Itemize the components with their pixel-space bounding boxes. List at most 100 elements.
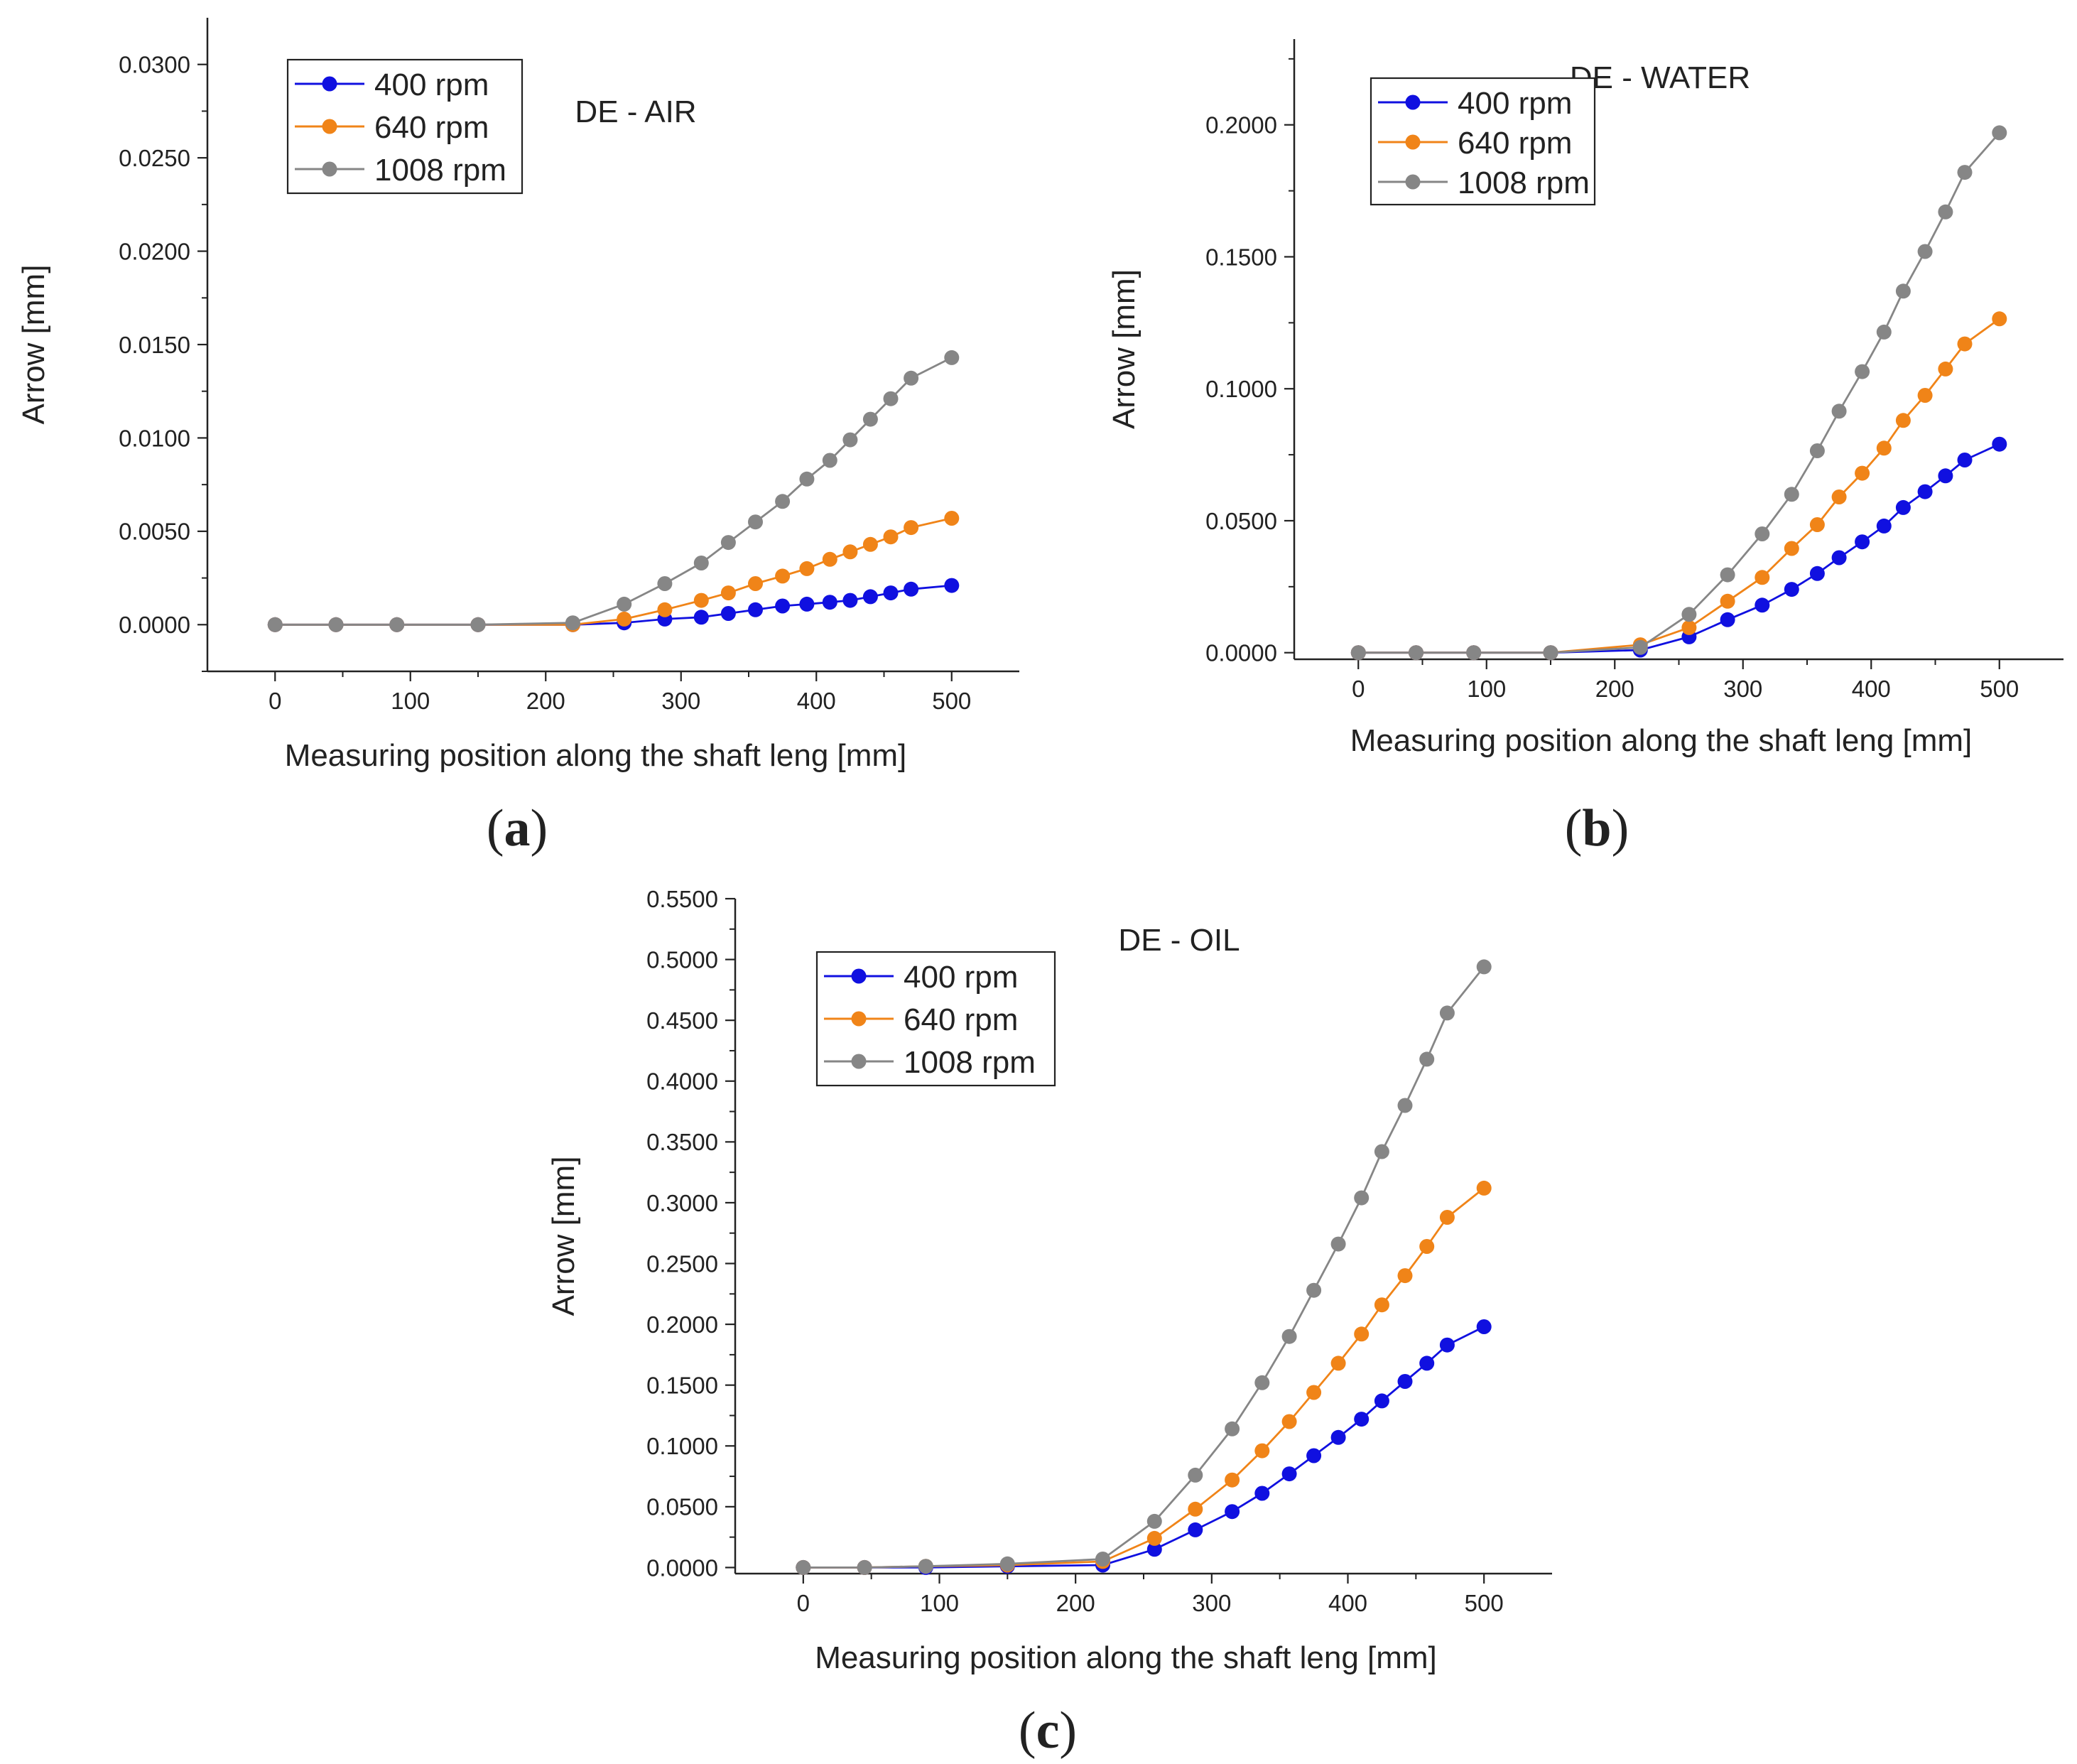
data-point — [720, 535, 736, 551]
data-point — [883, 391, 899, 406]
data-point — [1755, 570, 1770, 585]
y-tick-label: 0.2000 — [1205, 112, 1277, 139]
x-tick-label: 200 — [1056, 1590, 1095, 1616]
data-point — [1543, 645, 1558, 661]
data-point — [1466, 645, 1482, 661]
data-point — [1419, 1051, 1435, 1067]
data-point — [822, 595, 837, 610]
data-point — [1632, 639, 1648, 655]
data-point — [1938, 204, 1953, 220]
data-point — [944, 350, 960, 365]
data-point — [1809, 566, 1825, 581]
data-point — [1957, 165, 1973, 180]
data-point — [720, 585, 736, 601]
data-point — [1476, 1319, 1492, 1334]
legend-marker — [851, 1054, 867, 1069]
chart-title: DE - OIL — [1118, 923, 1240, 958]
data-point — [1374, 1297, 1389, 1313]
data-point — [1374, 1144, 1389, 1159]
data-point — [1225, 1504, 1240, 1520]
panel-a-chart: 0.0000 0.0050 0.0100 0.0150 0.0200 0.0250 0.03… — [16, 18, 1019, 857]
data-point — [693, 610, 709, 625]
legend-entry: 400 rpm — [374, 67, 489, 102]
data-point — [904, 520, 919, 536]
data-point — [1895, 283, 1911, 299]
data-point — [1831, 404, 1847, 419]
y-axis-label: Arrow [mm] — [546, 1157, 581, 1316]
data-point — [267, 617, 283, 632]
data-point — [1855, 534, 1870, 550]
legend-marker — [851, 968, 867, 984]
data-point — [657, 576, 673, 591]
data-point — [1188, 1467, 1203, 1483]
data-point — [842, 592, 858, 608]
series-line — [803, 1187, 1485, 1569]
legend-marker — [1405, 174, 1421, 190]
data-point — [1992, 311, 2007, 327]
panel-label: (a) — [487, 799, 548, 857]
data-point — [1809, 443, 1825, 458]
data-point — [1855, 465, 1870, 481]
y-axis-label: Arrow [mm] — [16, 265, 51, 425]
data-point — [1681, 619, 1697, 635]
x-tick-label: 400 — [1328, 1590, 1367, 1616]
data-point — [1281, 1329, 1297, 1344]
data-point — [1720, 593, 1735, 609]
data-point — [857, 1559, 872, 1575]
data-point — [1831, 489, 1847, 504]
y-tick-label: 0.0500 — [1205, 508, 1277, 534]
y-tick-label: 0.0500 — [646, 1494, 718, 1520]
data-point — [883, 585, 899, 601]
data-point — [1225, 1472, 1240, 1488]
data-point — [1476, 1180, 1492, 1196]
x-tick-label: 0 — [1352, 676, 1365, 702]
data-point — [1784, 541, 1799, 556]
y-tick-label: 0.0100 — [119, 425, 190, 451]
data-point — [720, 606, 736, 621]
data-point — [657, 602, 673, 617]
x-axis-label: Measuring position along the shaft leng … — [815, 1640, 1437, 1675]
data-point — [1354, 1326, 1370, 1342]
y-tick-label: 0.5000 — [646, 946, 718, 973]
data-point — [1876, 518, 1892, 534]
data-point — [1350, 645, 1366, 661]
data-point — [862, 411, 878, 427]
legend-entry: 400 rpm — [1458, 86, 1572, 121]
x-tick-label: 200 — [526, 688, 565, 714]
x-tick-label: 200 — [1595, 676, 1634, 702]
data-point — [1419, 1239, 1435, 1254]
legend-marker — [1405, 134, 1421, 150]
y-tick-label: 0.0000 — [646, 1554, 718, 1581]
x-tick-label: 0 — [797, 1590, 810, 1616]
panel-label: (b) — [1565, 799, 1629, 857]
data-point — [1439, 1005, 1455, 1021]
y-tick-label: 0.0250 — [119, 145, 190, 171]
data-point — [799, 596, 815, 612]
data-point — [470, 617, 486, 632]
panel-b-chart: 0.0000 0.0500 0.1000 0.1500 0.2000 0 100 200 300… — [1107, 39, 2064, 857]
x-tick-label: 300 — [1192, 1590, 1231, 1616]
data-point — [1992, 125, 2007, 141]
y-tick-label: 0.1000 — [1205, 376, 1277, 402]
data-point — [693, 592, 709, 608]
y-tick-label: 0.0000 — [1205, 640, 1277, 666]
data-point — [1831, 550, 1847, 566]
data-point — [1895, 499, 1911, 515]
data-point — [748, 514, 763, 530]
data-point — [904, 370, 919, 386]
y-tick-label: 0.3500 — [646, 1129, 718, 1155]
data-point — [883, 529, 899, 545]
data-point — [1146, 1513, 1162, 1529]
data-point — [862, 536, 878, 552]
data-point — [796, 1559, 811, 1575]
x-tick-label: 500 — [932, 688, 971, 714]
data-point — [1755, 597, 1770, 613]
data-point — [1755, 526, 1770, 541]
data-point — [918, 1559, 933, 1574]
y-tick-label: 0.4000 — [646, 1068, 718, 1095]
y-tick-label: 0.1500 — [646, 1373, 718, 1399]
y-tick-label: 0.2500 — [646, 1250, 718, 1277]
data-point — [1354, 1412, 1370, 1427]
data-point — [1225, 1421, 1240, 1436]
legend-entry: 1008 rpm — [1458, 166, 1590, 200]
